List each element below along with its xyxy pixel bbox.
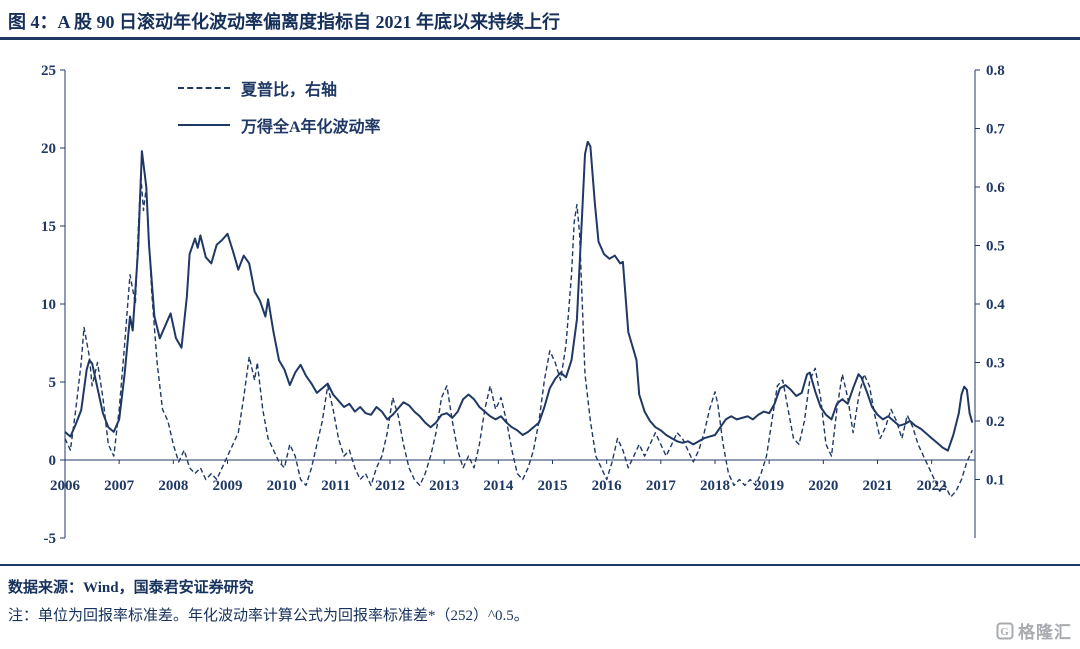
legend-label-volatility: 万得全A年化波动率 bbox=[241, 119, 381, 136]
x-axis-tick-label: 2021 bbox=[863, 478, 893, 494]
left-axis-tick-label: 15 bbox=[41, 219, 56, 235]
chart-area: 25 20 15 10 5 0 -5 0.8 0.7 0.6 0.5 0.4 0.3 0.2 0.1 2006… bbox=[0, 50, 1080, 555]
legend-item-volatility: 万得全A年化波动率 bbox=[178, 113, 381, 137]
title-divider bbox=[0, 37, 1080, 40]
legend-label-sharpe: 夏普比，右轴 bbox=[241, 82, 338, 99]
right-axis-tick-label: 0.4 bbox=[986, 297, 1005, 313]
x-axis-tick-label: 2014 bbox=[483, 478, 514, 494]
x-axis-tick-label: 2016 bbox=[592, 478, 623, 494]
footnote-text: 注：单位为回报率标准差。年化波动率计算公式为回报率标准差*（252）^0.5。 bbox=[8, 608, 529, 624]
watermark-text: 格隆汇 bbox=[1018, 623, 1072, 642]
right-axis-tick-label: 0.1 bbox=[986, 473, 1005, 489]
left-axis-tick-label: 25 bbox=[41, 63, 56, 79]
right-axis-tick-label: 0.7 bbox=[986, 122, 1005, 138]
figure-title: 图 4：A 股 90 日滚动年化波动率偏离度指标自 2021 年底以来持续上行 bbox=[8, 12, 561, 32]
svg-text:G: G bbox=[1000, 626, 1010, 638]
x-axis-tick-label: 2020 bbox=[808, 478, 838, 494]
x-axis-tick-label: 2015 bbox=[538, 478, 568, 494]
x-axis-tick-label: 2007 bbox=[104, 478, 135, 494]
x-axis-tick-label: 2022 bbox=[917, 478, 947, 494]
series-line-0 bbox=[64, 174, 973, 498]
left-axis-tick-label: -5 bbox=[44, 531, 57, 547]
x-axis-tick-label: 2019 bbox=[754, 478, 784, 494]
left-axis-tick-label: 0 bbox=[49, 453, 57, 469]
right-axis-tick-label: 0.6 bbox=[986, 180, 1005, 196]
footer-divider bbox=[0, 564, 1080, 566]
x-axis-tick-label: 2012 bbox=[375, 478, 405, 494]
gelonghui-logo-icon: G bbox=[996, 622, 1014, 639]
right-axis-tick-label: 0.3 bbox=[986, 356, 1005, 372]
left-axis-tick-label: 20 bbox=[41, 141, 56, 157]
legend-item-sharpe: 夏普比，右轴 bbox=[178, 76, 381, 100]
right-axis-tick-label: 0.5 bbox=[986, 239, 1005, 255]
x-axis-tick-label: 2018 bbox=[700, 478, 730, 494]
gelonghui-watermark: G 格隆汇 bbox=[996, 618, 1072, 643]
x-axis-tick-label: 2008 bbox=[158, 478, 188, 494]
dashed-line-sample-icon bbox=[178, 87, 230, 89]
solid-line-sample-icon bbox=[178, 124, 230, 126]
x-axis-tick-label: 2017 bbox=[646, 478, 677, 494]
x-axis-tick-label: 2006 bbox=[50, 478, 81, 494]
left-axis-tick-label: 10 bbox=[41, 297, 56, 313]
right-axis-tick-label: 0.2 bbox=[986, 414, 1005, 430]
right-axis-tick-label: 0.8 bbox=[986, 63, 1005, 79]
data-source-text: 数据来源：Wind，国泰君安证券研究 bbox=[8, 580, 254, 596]
x-axis-tick-label: 2013 bbox=[429, 478, 459, 494]
x-axis-tick-label: 2011 bbox=[321, 478, 350, 494]
x-axis-tick-label: 2009 bbox=[213, 478, 243, 494]
chart-legend: 夏普比，右轴 万得全A年化波动率 bbox=[178, 76, 381, 137]
left-axis-tick-label: 5 bbox=[49, 375, 57, 391]
x-axis-tick-label: 2010 bbox=[267, 478, 297, 494]
series-line-1 bbox=[64, 140, 974, 452]
line-chart: 2520151050-50.80.70.60.50.40.30.20.12006… bbox=[41, 63, 1005, 547]
